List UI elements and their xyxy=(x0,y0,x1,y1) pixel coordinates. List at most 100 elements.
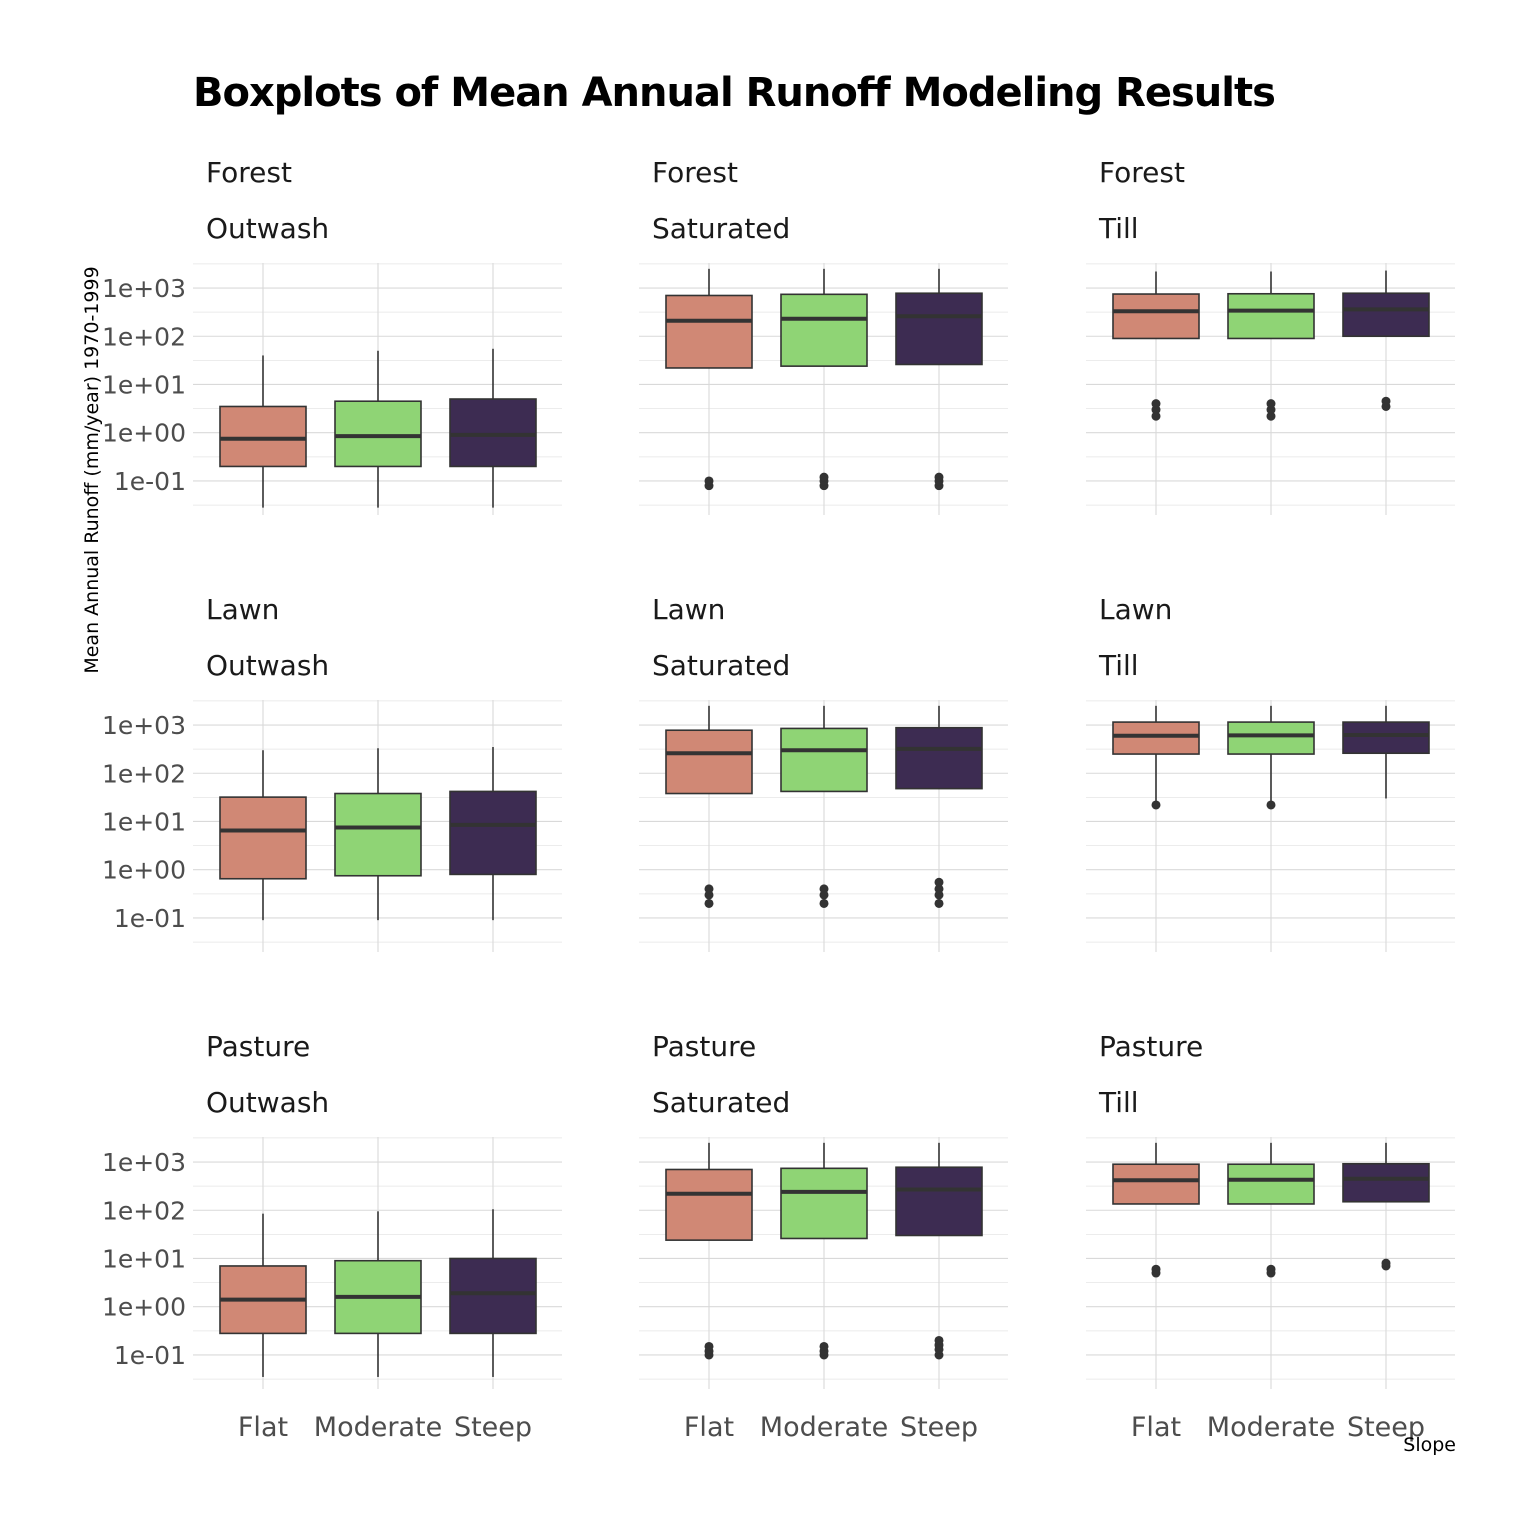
facet-land-label: Lawn xyxy=(206,593,279,626)
facet-land-label: Forest xyxy=(1099,156,1185,189)
facet-soil-label: Saturated xyxy=(652,212,790,245)
facet-panel: Pasture Saturated Flat Moderate Steep xyxy=(639,1030,1008,1443)
y-tick-label: 1e-01 xyxy=(114,1341,186,1370)
outlier-point xyxy=(1266,1264,1276,1274)
box-moderate xyxy=(780,1142,868,1360)
box-steep xyxy=(1342,270,1430,411)
outlier-point xyxy=(819,472,829,482)
box-moderate xyxy=(780,268,868,491)
x-tick-label: Steep xyxy=(454,1412,532,1443)
outlier-point xyxy=(1151,411,1161,421)
box-steep xyxy=(1342,705,1430,799)
box-iqr xyxy=(895,1166,983,1237)
box-iqr xyxy=(1227,292,1315,340)
box-iqr xyxy=(665,294,753,369)
box-iqr xyxy=(334,400,422,468)
box-iqr xyxy=(1342,292,1430,338)
box-iqr xyxy=(1227,721,1315,755)
facet-panel: Pasture Till Flat Moderate Steep xyxy=(1086,1030,1455,1443)
x-tick-label: Moderate xyxy=(760,1412,888,1443)
outlier-point xyxy=(934,1335,944,1345)
box-iqr xyxy=(780,293,868,367)
facet-land-label: Forest xyxy=(206,156,292,189)
box-flat xyxy=(1112,1142,1200,1278)
box-iqr xyxy=(1342,721,1430,755)
facet-panel: Pasture Outwash 1e-01 1e+00 1e+01 1e+02 1e+03 F… xyxy=(102,1030,562,1443)
y-tick-label: 1e+02 xyxy=(102,759,186,788)
outlier-point xyxy=(934,884,944,894)
outlier-point xyxy=(1151,399,1161,409)
box-steep xyxy=(895,705,983,908)
box-moderate xyxy=(1227,705,1315,810)
box-moderate xyxy=(334,350,422,508)
box-iqr xyxy=(895,726,983,790)
outlier-point xyxy=(819,1341,829,1351)
y-tick-label: 1e+03 xyxy=(102,274,186,303)
facet-soil-label: Saturated xyxy=(652,649,790,682)
box-steep xyxy=(895,1142,983,1360)
outlier-point xyxy=(1266,411,1276,421)
y-tick-label: 1e+00 xyxy=(102,419,186,448)
chart-title: Boxplots of Mean Annual Runoff Modeling … xyxy=(193,70,1276,116)
facet-soil-label: Till xyxy=(1098,649,1139,682)
box-moderate xyxy=(334,1211,422,1377)
x-axis-label: Slope xyxy=(1403,1434,1456,1456)
box-iqr xyxy=(449,1257,537,1335)
x-tick-label: Moderate xyxy=(1207,1412,1335,1443)
x-tick-label: Steep xyxy=(900,1412,978,1443)
x-tick-label: Moderate xyxy=(314,1412,442,1443)
box-moderate xyxy=(334,748,422,921)
box-flat xyxy=(665,1142,753,1360)
facet-land-label: Forest xyxy=(652,156,738,189)
outlier-point xyxy=(1151,800,1161,810)
box-steep xyxy=(1342,1142,1430,1271)
box-flat xyxy=(219,1213,307,1377)
outlier-point xyxy=(1266,399,1276,409)
x-tick-label: Flat xyxy=(1131,1412,1181,1443)
facet-land-label: Pasture xyxy=(1099,1030,1203,1063)
box-flat xyxy=(665,705,753,908)
box-steep xyxy=(449,348,537,508)
box-moderate xyxy=(780,705,868,908)
outlier-point xyxy=(1266,800,1276,810)
box-moderate xyxy=(1227,271,1315,421)
outlier-point xyxy=(704,884,714,894)
box-iqr xyxy=(1112,1163,1200,1205)
y-tick-label: 1e+02 xyxy=(102,1196,186,1225)
box-iqr xyxy=(1227,1163,1315,1205)
box-iqr xyxy=(665,729,753,795)
x-tick-label: Flat xyxy=(684,1412,734,1443)
y-tick-label: 1e+00 xyxy=(102,1293,186,1322)
outlier-point xyxy=(934,877,944,887)
facet-land-label: Pasture xyxy=(652,1030,756,1063)
facet-panel: Forest Till xyxy=(1086,156,1455,515)
y-tick-label: 1e+00 xyxy=(102,856,186,885)
y-tick-label: 1e-01 xyxy=(114,904,186,933)
facet-soil-label: Outwash xyxy=(206,1086,329,1119)
facet-soil-label: Saturated xyxy=(652,1086,790,1119)
box-moderate xyxy=(1227,1142,1315,1278)
facet-panel: Lawn Outwash 1e-01 1e+00 1e+01 1e+02 1e+03 xyxy=(102,593,562,952)
outlier-point xyxy=(819,884,829,894)
box-iqr xyxy=(1112,293,1200,340)
box-steep xyxy=(895,268,983,491)
box-steep xyxy=(449,1209,537,1377)
facet-soil-label: Outwash xyxy=(206,212,329,245)
box-iqr xyxy=(780,1167,868,1240)
y-tick-label: 1e+03 xyxy=(102,711,186,740)
facet-panel: Lawn Till xyxy=(1086,593,1455,952)
box-iqr xyxy=(219,405,307,468)
facet-panel: Forest Saturated xyxy=(639,156,1008,515)
y-tick-label: 1e+01 xyxy=(102,807,186,836)
facet-soil-label: Outwash xyxy=(206,649,329,682)
outlier-point xyxy=(819,898,829,908)
box-steep xyxy=(449,747,537,921)
box-flat xyxy=(1112,271,1200,421)
box-iqr xyxy=(334,792,422,877)
facet-panel: Lawn Saturated xyxy=(639,593,1008,952)
box-iqr xyxy=(895,292,983,366)
box-iqr xyxy=(1112,721,1200,755)
box-flat xyxy=(665,268,753,491)
y-tick-label: 1e-01 xyxy=(114,467,186,496)
outlier-point xyxy=(704,476,714,486)
